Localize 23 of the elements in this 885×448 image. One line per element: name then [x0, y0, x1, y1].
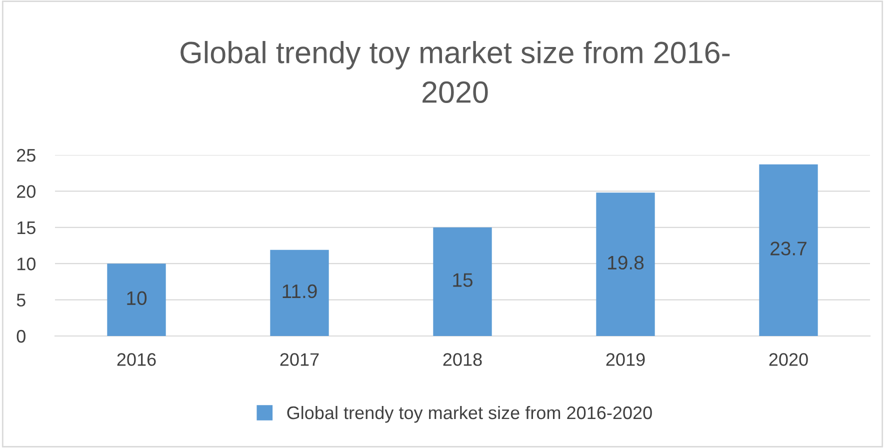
y-tick-label: 15 [17, 222, 36, 234]
x-tick-label: 2018 [443, 353, 482, 366]
x-tick-label: 2019 [606, 353, 645, 366]
data-label: 10 [127, 291, 147, 306]
bar [107, 264, 166, 336]
data-label: 19.8 [608, 256, 644, 270]
bar [759, 164, 818, 336]
data-label: 15 [453, 273, 472, 287]
x-tick-label: 2020 [769, 353, 808, 366]
y-tick-label: 0 [16, 330, 26, 343]
y-tick-label: 25 [17, 148, 36, 162]
y-tick-label: 20 [17, 185, 36, 198]
y-tick-label: 5 [16, 294, 26, 307]
bar [596, 192, 655, 336]
bar [270, 250, 329, 336]
data-label: 23.7 [770, 242, 806, 256]
bar [433, 227, 492, 336]
y-tick-label: 10 [17, 258, 36, 270]
legend-label: Global trendy toy market size from 2016-2020 [287, 406, 652, 423]
x-tick-label: 2016 [117, 353, 156, 366]
x-tick-label: 2017 [280, 353, 319, 366]
chart-title: Global trendy toy market size from 2016- 2020 [180, 40, 730, 103]
data-label: 11.9 [282, 284, 317, 298]
